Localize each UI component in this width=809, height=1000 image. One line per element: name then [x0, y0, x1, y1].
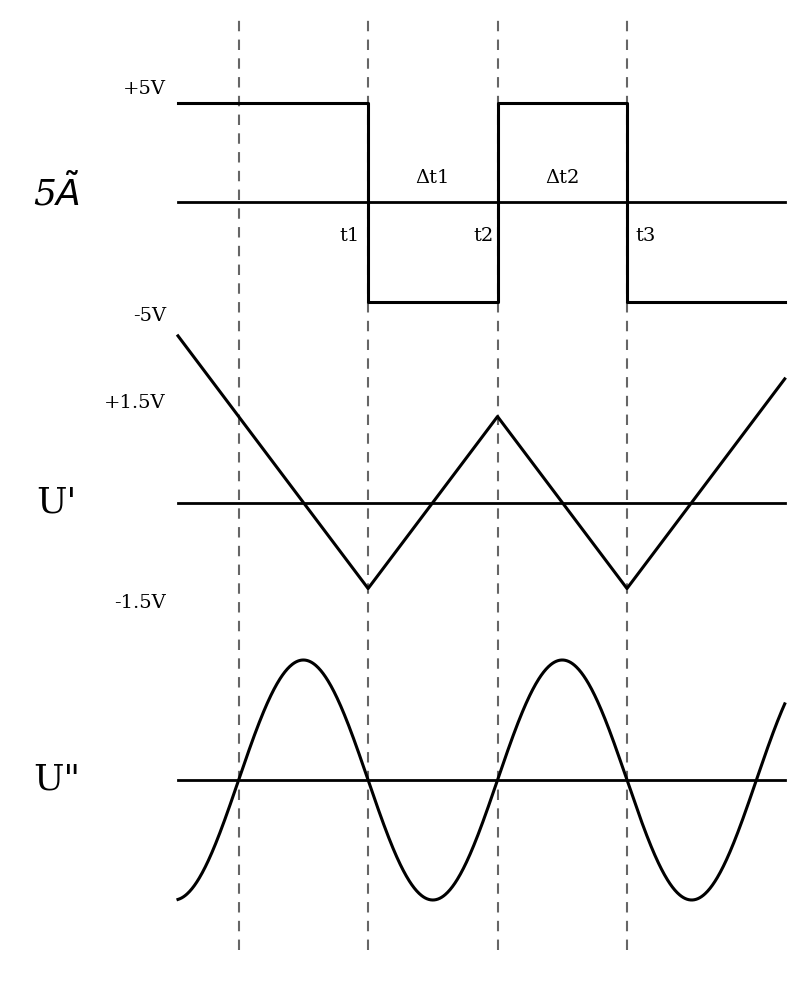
Text: -5V: -5V [133, 307, 166, 325]
Text: t2: t2 [473, 227, 493, 245]
Text: +1.5V: +1.5V [104, 393, 166, 412]
Text: +5V: +5V [123, 80, 166, 98]
Text: t1: t1 [340, 227, 360, 245]
Text: Δt1: Δt1 [416, 169, 450, 187]
Text: t3: t3 [635, 227, 655, 245]
Text: -1.5V: -1.5V [114, 593, 166, 611]
Text: Δt2: Δt2 [545, 169, 579, 187]
Text: U': U' [36, 486, 77, 520]
Text: 5$\tilde{A}$: 5$\tilde{A}$ [33, 173, 80, 212]
Text: U": U" [33, 763, 80, 797]
